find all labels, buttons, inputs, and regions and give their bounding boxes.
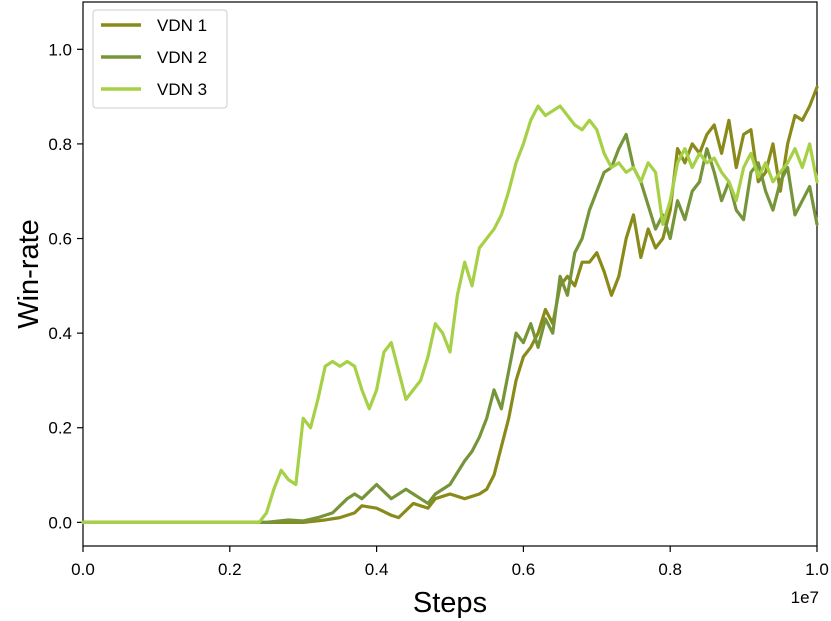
x-tick-label: 0.8 [658, 560, 682, 579]
x-tick-label: 0.4 [365, 560, 389, 579]
y-tick-label: 0.2 [48, 419, 72, 438]
x-axis: 0.0 0.2 0.4 0.6 0.8 1.0 [71, 546, 829, 579]
x-axis-title: Steps [413, 587, 487, 619]
legend: VDN 1 VDN 2 VDN 3 [92, 9, 228, 109]
y-axis: 0.0 0.2 0.4 0.6 0.8 1.0 [48, 40, 83, 532]
legend-label: VDN 3 [157, 80, 207, 99]
x-tick-label: 0.0 [71, 560, 95, 579]
y-axis-title: Win-rate [13, 219, 45, 329]
legend-label: VDN 2 [157, 48, 207, 67]
x-tick-label: 1.0 [805, 560, 829, 579]
series-lines [81, 85, 819, 524]
y-tick-label: 0.0 [48, 513, 72, 532]
y-tick-label: 1.0 [48, 40, 72, 59]
legend-box [92, 9, 228, 109]
series-line-vdn-1 [81, 85, 819, 524]
x-axis-offset-label: 1e7 [791, 588, 819, 607]
series-line-vdn-2 [81, 132, 819, 524]
x-tick-label: 0.2 [218, 560, 242, 579]
series-line-vdn-3 [81, 104, 819, 524]
y-tick-label: 0.8 [48, 135, 72, 154]
legend-label: VDN 1 [157, 16, 207, 35]
y-tick-label: 0.4 [48, 324, 72, 343]
plot-area [82, 1, 818, 547]
x-tick-label: 0.6 [512, 560, 536, 579]
y-tick-label: 0.6 [48, 230, 72, 249]
